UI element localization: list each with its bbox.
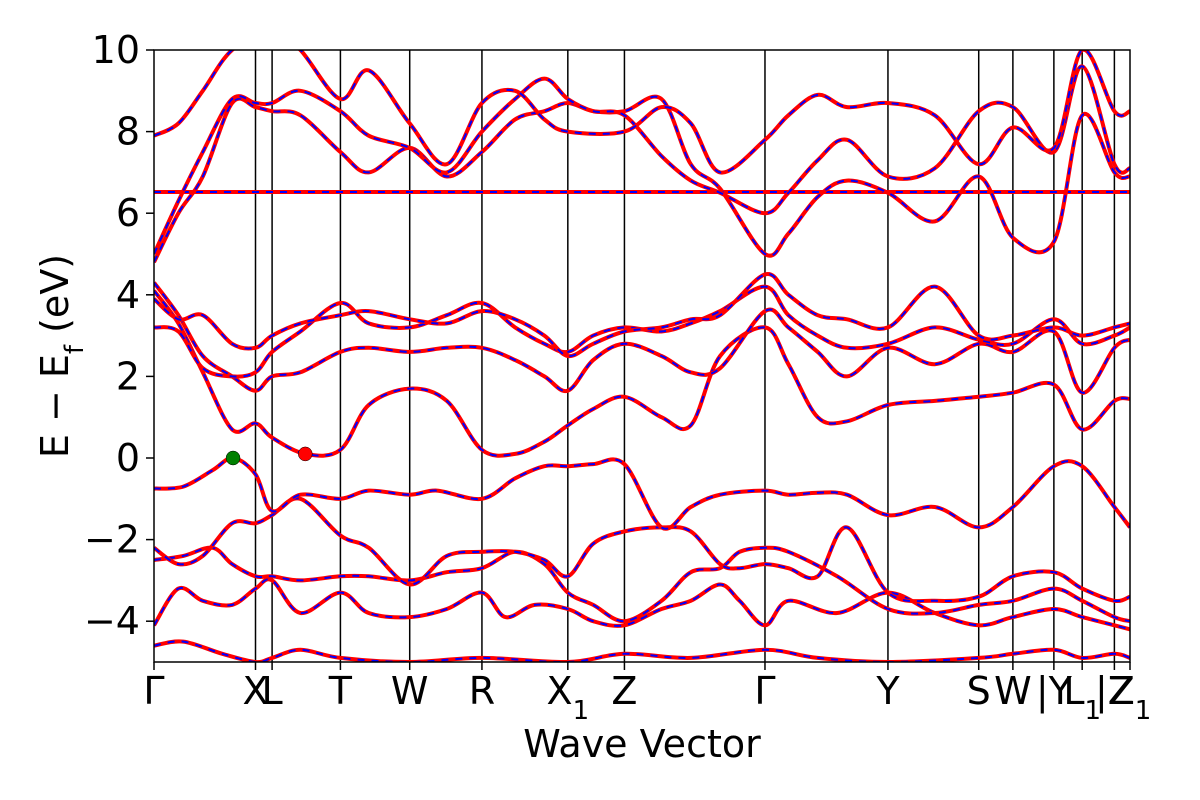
y-tick-label-4: 4 [116, 273, 140, 317]
band-lines [154, 50, 1130, 662]
x-tick-label-main-2: L [262, 669, 283, 713]
x-tick-label-9: Y [875, 669, 900, 713]
band-line-5 [154, 289, 1130, 458]
y-tick-label-0: −4 [84, 599, 140, 643]
extremum-markers [225, 446, 313, 466]
x-tick-label-15: Z1 [1109, 669, 1152, 726]
x-tick-label-12: |Y [1036, 669, 1073, 714]
band-line-dashed-12 [154, 50, 1130, 174]
x-tick-label-10: S [967, 669, 991, 713]
x-tick-label-0: Γ [143, 669, 164, 713]
y-axis-title-sub: f [60, 344, 90, 354]
band-line-dashed-10 [154, 95, 1130, 263]
x-tick-label-14: |Z [1095, 669, 1134, 714]
y-axis-title: E − Ef (eV) [33, 254, 90, 458]
y-tick-label-5: 6 [116, 191, 140, 235]
marker-point-0 [225, 450, 241, 466]
x-tick-label-main-4: W [391, 669, 429, 713]
band-line-dashed-11 [154, 65, 1130, 255]
y-tick-label-6: 8 [116, 110, 140, 154]
band-line-dashed-0 [154, 640, 1130, 662]
x-tick-label-main-12: |Y [1036, 669, 1073, 714]
x-tick-label-1: X [242, 669, 268, 713]
band-line-dashed-1 [154, 578, 1130, 631]
x-tick-label-2: L [262, 669, 283, 713]
y-tick-label-7: 10 [92, 28, 140, 72]
x-tick-label-main-15: Z [1109, 669, 1135, 713]
x-tick-label-main-11: W [994, 669, 1032, 713]
x-axis-ticks: Γ XL T W R X1 Z Γ Y S W |YL1|ZZ1 [143, 662, 1151, 726]
y-tick-label-1: −2 [84, 518, 140, 562]
x-tick-label-6: X1 [547, 669, 590, 726]
marker-point-1 [298, 446, 313, 462]
x-tick-label-main-13: L [1063, 669, 1084, 713]
y-axis-title-tail: (eV) [33, 254, 77, 345]
x-tick-label-main-3: T [328, 669, 353, 713]
x-tick-label-main-1: X [242, 669, 268, 713]
x-tick-label-8: Γ [754, 669, 775, 713]
x-tick-label-3: T [328, 669, 353, 713]
band-line-dashed-8 [154, 273, 1130, 358]
x-tick-label-sub-6: 1 [573, 696, 590, 726]
y-axis-ticks: −4 −2 0 2 4 6 8 10 [84, 28, 154, 643]
x-tick-label-13: L1 [1063, 669, 1101, 726]
plot-frame [153, 49, 1131, 663]
y-axis-title-main: E − E [33, 354, 77, 458]
x-tick-label-7: Z [611, 669, 637, 713]
band-line-dashed-6 [154, 281, 1130, 394]
x-tick-label-main-14: |Z [1095, 669, 1134, 714]
x-tick-label-main-8: Γ [754, 669, 775, 713]
x-tick-label-sub-13: 1 [1084, 696, 1101, 726]
x-tick-label-main-10: S [967, 669, 991, 713]
x-tick-label-main-5: R [469, 669, 495, 713]
y-tick-label-2: 0 [116, 436, 140, 480]
x-tick-label-sub-15: 1 [1135, 696, 1152, 726]
x-tick-label-main-9: Y [875, 669, 900, 713]
x-tick-label-4: W [391, 669, 429, 713]
band-line-dashed-2 [154, 546, 1130, 623]
x-tick-label-5: R [469, 669, 495, 713]
band-line-dashed-7 [154, 285, 1130, 378]
x-tick-label-main-6: X [547, 669, 573, 713]
x-tick-label-main-0: Γ [143, 669, 164, 713]
band-line-dashed-4 [154, 456, 1130, 530]
x-tick-label-main-7: Z [611, 669, 637, 713]
x-tick-label-11: W [994, 669, 1032, 713]
x-axis-title: Wave Vector [523, 722, 761, 766]
y-tick-label-3: 2 [116, 354, 140, 398]
